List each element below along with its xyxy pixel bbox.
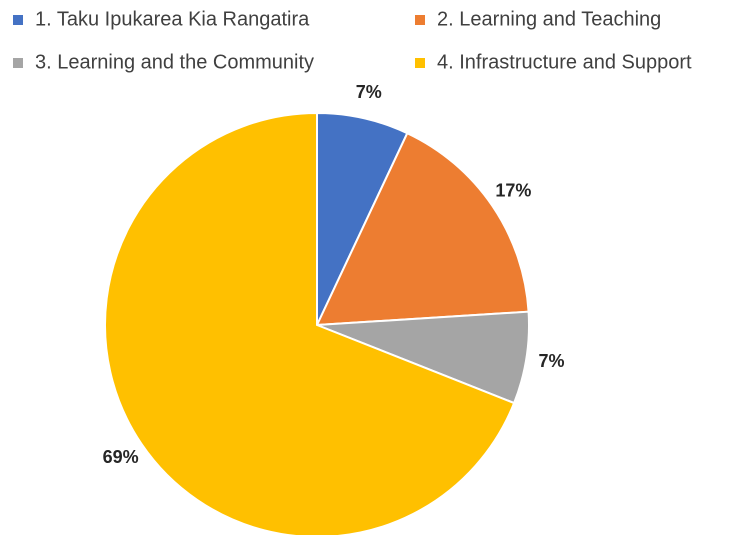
legend-swatch	[415, 58, 425, 68]
data-label: 17%	[495, 180, 531, 200]
pie-slice	[315, 131, 530, 327]
legend-label: 1. Taku Ipukarea Kia Rangatira	[35, 8, 310, 30]
data-label: 7%	[539, 351, 565, 371]
data-label: 7%	[356, 82, 382, 102]
pie-slice	[104, 111, 516, 535]
legend-swatch	[13, 15, 23, 25]
legend-label: 4. Infrastructure and Support	[437, 51, 692, 73]
legend-label: 3. Learning and the Community	[35, 51, 314, 73]
legend-swatch	[415, 15, 425, 25]
legend-swatch	[13, 58, 23, 68]
legend-label: 2. Learning and Teaching	[437, 8, 661, 30]
data-label: 69%	[103, 447, 139, 467]
